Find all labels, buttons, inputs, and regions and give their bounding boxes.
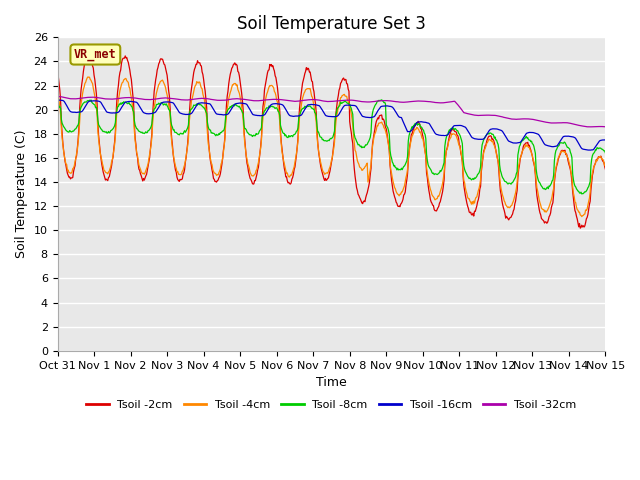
Title: Soil Temperature Set 3: Soil Temperature Set 3 — [237, 15, 426, 33]
Y-axis label: Soil Temperature (C): Soil Temperature (C) — [15, 130, 28, 258]
X-axis label: Time: Time — [316, 376, 347, 389]
Legend: Tsoil -2cm, Tsoil -4cm, Tsoil -8cm, Tsoil -16cm, Tsoil -32cm: Tsoil -2cm, Tsoil -4cm, Tsoil -8cm, Tsoi… — [82, 396, 581, 414]
Text: VR_met: VR_met — [74, 48, 116, 61]
